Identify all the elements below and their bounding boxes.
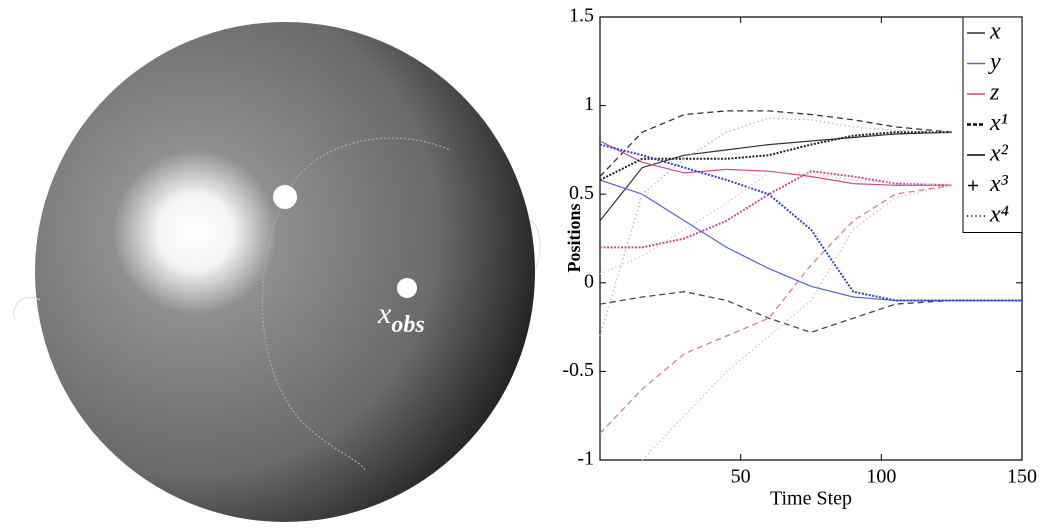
point xyxy=(273,185,297,209)
series-line xyxy=(600,132,952,180)
y-tick-label: -1 xyxy=(577,448,594,470)
series-line xyxy=(600,185,952,433)
legend-label: x⁴ xyxy=(989,202,1009,228)
legend-label: x² xyxy=(989,141,1009,167)
series-line xyxy=(600,171,952,247)
y-tick-label: 0.5 xyxy=(569,182,594,204)
series-line xyxy=(600,292,1022,333)
y-axis-label: Positions xyxy=(564,203,584,272)
chart: Positions Time Step -1 -0.5 0 0.5 1 1.5 50 100 1… xyxy=(562,5,1037,510)
x-tick-label: 50 xyxy=(731,466,751,488)
obstacle xyxy=(397,278,417,298)
series-line xyxy=(600,173,952,274)
legend-label: x¹ xyxy=(989,110,1008,136)
legend-label: x³ xyxy=(989,171,1009,197)
series-line xyxy=(600,180,1022,301)
series-line xyxy=(600,132,952,221)
x-axis-label: Time Step xyxy=(770,488,852,510)
y-tick-label: -0.5 xyxy=(562,359,594,381)
x-tick-label: 100 xyxy=(866,466,896,488)
y-tick-label: 1 xyxy=(584,93,594,115)
legend-label: x xyxy=(989,19,1001,45)
series-line xyxy=(600,141,952,185)
plot-frame xyxy=(600,17,1022,460)
sphere-panel: xobs xyxy=(14,22,540,522)
x-tick-label: 150 xyxy=(1007,466,1037,488)
sphere xyxy=(35,22,535,522)
y-tick-label: 1.5 xyxy=(569,5,594,27)
legend-label: y xyxy=(988,49,1001,75)
label-base: x xyxy=(377,297,392,330)
label-subscript: obs xyxy=(391,312,424,338)
legend-label: z xyxy=(989,80,1000,106)
y-tick-label: 0 xyxy=(584,270,594,292)
figure: xobs Positions Time Step -1-0.500.511.55… xyxy=(0,0,1052,531)
